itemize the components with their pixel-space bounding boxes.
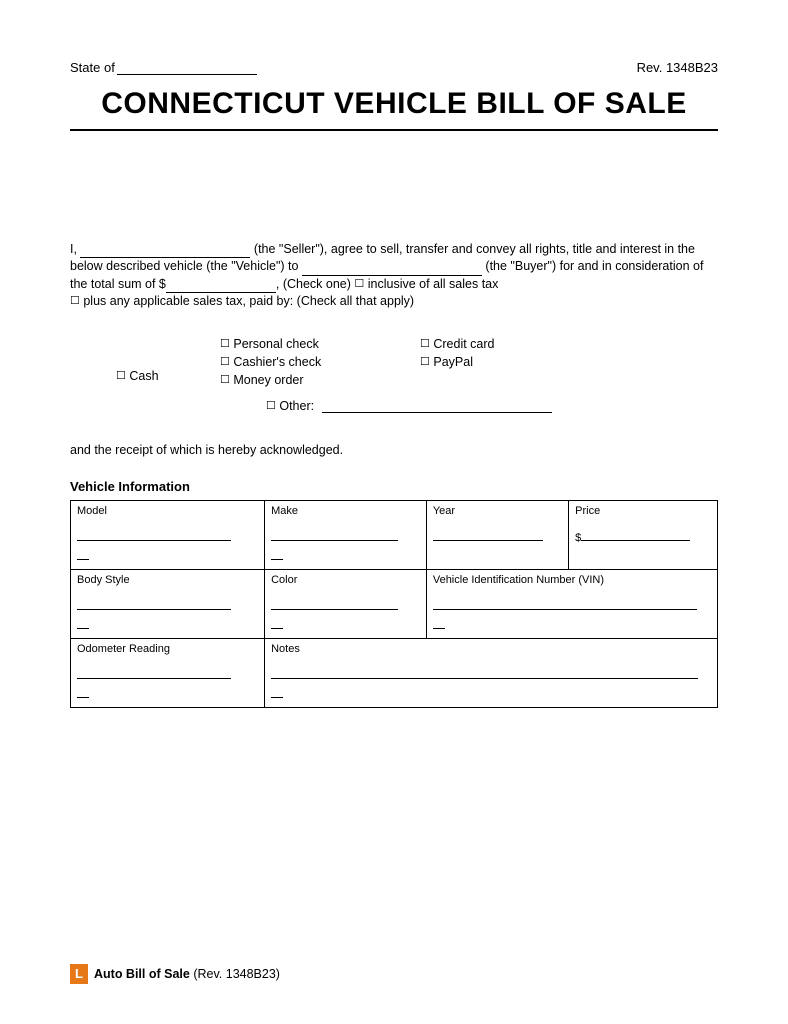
body-style-label: Body Style (77, 574, 258, 586)
buyer-name-blank[interactable] (302, 264, 482, 276)
cell-year[interactable]: Year (426, 500, 568, 569)
cell-make[interactable]: Make (265, 500, 427, 569)
checkbox-cashiers-check[interactable]: ☐ (220, 356, 230, 368)
price-label: Price (575, 505, 711, 517)
checkbox-money-order[interactable]: ☐ (220, 374, 230, 386)
cell-model[interactable]: Model (71, 500, 265, 569)
footer-logo-icon (70, 964, 88, 984)
checkbox-personal-check[interactable]: ☐ (220, 338, 230, 350)
cell-notes[interactable]: Notes (265, 638, 718, 707)
other-option: ☐ Other: (70, 399, 718, 413)
money-order-label: Money order (233, 373, 303, 387)
checkbox-cash[interactable]: ☐ (116, 370, 126, 382)
cell-color[interactable]: Color (265, 569, 427, 638)
intro-paragraph: I, (the "Seller"), agree to sell, transf… (70, 241, 718, 311)
checkbox-tax-inclusive[interactable]: ☐ (354, 278, 364, 290)
tax-plus-text: plus any applicable sales tax, paid by: … (83, 294, 414, 308)
credit-card-option: ☐ Credit card (420, 337, 600, 351)
payment-methods: ☐ Cash ☐ Personal check ☐ Cashier's chec… (70, 337, 718, 391)
cashiers-check-label: Cashier's check (233, 355, 321, 369)
cell-price[interactable]: Price $ (569, 500, 718, 569)
cell-body-style[interactable]: Body Style (71, 569, 265, 638)
paypal-label: PayPal (433, 355, 473, 369)
sum-blank[interactable] (166, 281, 276, 293)
color-label: Color (271, 574, 420, 586)
paypal-option: ☐ PayPal (420, 355, 600, 369)
footer-name: Auto Bill of Sale (94, 967, 190, 981)
personal-check-label: Personal check (233, 337, 318, 351)
notes-label: Notes (271, 643, 711, 655)
odometer-label: Odometer Reading (77, 643, 258, 655)
cell-odometer[interactable]: Odometer Reading (71, 638, 265, 707)
cell-vin[interactable]: Vehicle Identification Number (VIN) (426, 569, 717, 638)
model-label: Model (77, 505, 258, 517)
vehicle-info-heading: Vehicle Information (70, 479, 718, 494)
credit-card-label: Credit card (433, 337, 494, 351)
tax-inclusive-text: inclusive of all sales tax (368, 277, 499, 291)
pay-col-checks: ☐ Personal check ☐ Cashier's check ☐ Mon… (220, 337, 420, 391)
acknowledgement-text: and the receipt of which is hereby ackno… (70, 443, 718, 457)
footer-rev: (Rev. 1348B23) (193, 967, 280, 981)
year-label: Year (433, 505, 562, 517)
cashiers-check-option: ☐ Cashier's check (220, 355, 420, 369)
checkbox-paypal[interactable]: ☐ (420, 356, 430, 368)
cash-label: Cash (129, 369, 158, 383)
checkbox-other[interactable]: ☐ (266, 400, 276, 412)
header-row: State of Rev. 1348B23 (70, 60, 718, 75)
personal-check-option: ☐ Personal check (220, 337, 420, 351)
title-rule (70, 129, 718, 131)
other-label: Other: (279, 399, 314, 413)
vin-label: Vehicle Identification Number (VIN) (433, 574, 711, 586)
i-prefix: I, (70, 242, 77, 256)
check-one-text: , (Check one) (276, 277, 351, 291)
revision-label: Rev. 1348B23 (637, 60, 718, 75)
state-of-label: State of (70, 60, 257, 75)
pay-col-card: ☐ Credit card ☐ PayPal (420, 337, 600, 391)
checkbox-tax-plus[interactable]: ☐ (70, 295, 80, 307)
state-label-text: State of (70, 60, 115, 75)
cash-option: ☐ Cash (116, 369, 159, 383)
state-blank[interactable] (117, 74, 257, 75)
seller-name-blank[interactable] (80, 246, 250, 258)
checkbox-credit-card[interactable]: ☐ (420, 338, 430, 350)
money-order-option: ☐ Money order (220, 373, 420, 387)
other-blank[interactable] (322, 401, 552, 413)
vehicle-info-table: Model Make Year Price $ Body Style Color… (70, 500, 718, 708)
pay-col-cash: ☐ Cash (70, 337, 220, 391)
document-title: CONNECTICUT VEHICLE BILL OF SALE (70, 85, 718, 123)
make-label: Make (271, 505, 420, 517)
footer: Auto Bill of Sale (Rev. 1348B23) (70, 964, 280, 984)
